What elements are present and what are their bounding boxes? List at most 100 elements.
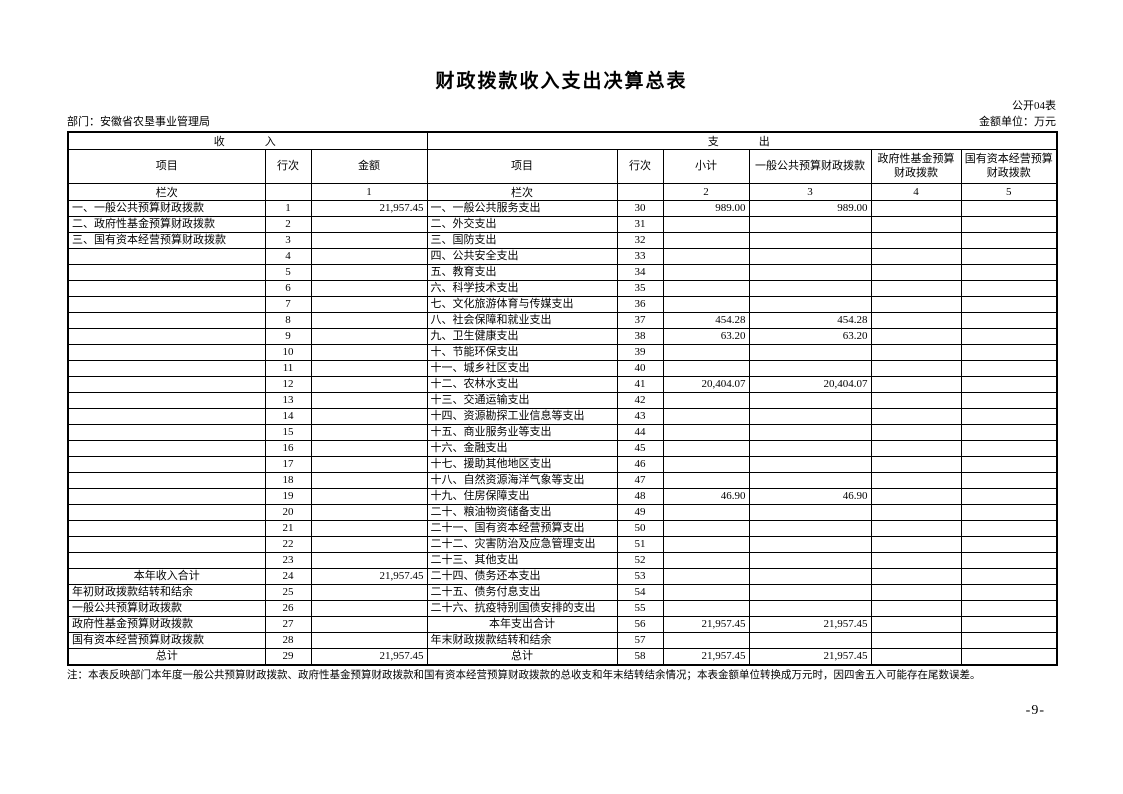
income-line-cell: 8 (264, 312, 312, 329)
expense-subtotal-cell (662, 568, 750, 585)
income-item-cell: 本年收入合计 (67, 568, 266, 585)
income-line-cell: 21 (264, 520, 312, 537)
income-amount-cell (310, 488, 428, 505)
income-item-cell: 政府性基金预算财政拨款 (67, 616, 266, 633)
income-item-cell (67, 296, 266, 313)
income-line-cell: 12 (264, 376, 312, 393)
expense-general-budget-cell (748, 472, 872, 489)
expense-general-budget-cell (748, 232, 872, 249)
expense-subtotal-cell (662, 296, 750, 313)
income-item-cell (67, 360, 266, 377)
expense-state-capital-cell (960, 456, 1058, 473)
income-amount-cell (310, 600, 428, 617)
expense-state-capital-cell (960, 568, 1058, 585)
expense-general-budget-cell: 21,957.45 (748, 616, 872, 633)
expense-state-capital-cell (960, 376, 1058, 393)
expense-line-cell: 30 (616, 200, 664, 217)
expense-subtotal-cell: 20,404.07 (662, 376, 750, 393)
table-row: 14 十四、资源勘探工业信息等支出 43 (67, 408, 1058, 425)
expense-subtotal-cell (662, 216, 750, 233)
expense-index-item: 栏次 (426, 183, 618, 201)
expense-gov-fund-cell (870, 200, 962, 217)
expense-section-header: 支 出 (426, 131, 1058, 150)
expense-index-line (616, 183, 664, 201)
income-line-cell: 25 (264, 584, 312, 601)
income-item-cell (67, 520, 266, 537)
expense-general-budget-cell (748, 520, 872, 537)
expense-line-cell: 46 (616, 456, 664, 473)
table-row: 政府性基金预算财政拨款 27 本年支出合计 56 21,957.45 21,957.45 (67, 616, 1058, 633)
expense-general-budget-cell (748, 392, 872, 409)
expense-state-capital-cell (960, 392, 1058, 409)
table-body: 一、一般公共预算财政拨款 1 21,957.45 一、一般公共服务支出 30 989.00… (67, 200, 1058, 665)
expense-state-capital-cell (960, 424, 1058, 441)
table-row: 三、国有资本经营预算财政拨款 3 三、国防支出 32 (67, 232, 1058, 249)
income-item-header: 项目 (67, 149, 266, 184)
expense-gov-fund-cell (870, 584, 962, 601)
expense-line-cell: 54 (616, 584, 664, 601)
expense-general-budget-cell (748, 504, 872, 521)
expense-item-cell: 二十四、债务还本支出 (426, 568, 618, 585)
expense-item-cell: 十一、城乡社区支出 (426, 360, 618, 377)
expense-item-cell: 二十六、抗疫特别国债安排的支出 (426, 600, 618, 617)
income-amount-cell (310, 408, 428, 425)
table-row: 18 十八、自然资源海洋气象等支出 47 (67, 472, 1058, 489)
income-amount-cell (310, 376, 428, 393)
expense-subtotal-cell (662, 520, 750, 537)
expense-item-header: 项目 (426, 149, 618, 184)
income-section-header: 收 入 (67, 131, 428, 150)
expense-line-cell: 47 (616, 472, 664, 489)
expense-line-cell: 43 (616, 408, 664, 425)
income-amount-cell (310, 248, 428, 265)
table-row: 8 八、社会保障和就业支出 37 454.28 454.28 (67, 312, 1058, 329)
expense-gov-fund-cell (870, 312, 962, 329)
income-item-cell: 总计 (67, 648, 266, 665)
expense-line-cell: 55 (616, 600, 664, 617)
expense-subtotal-cell: 46.90 (662, 488, 750, 505)
expense-general-budget-cell: 20,404.07 (748, 376, 872, 393)
table-row: 13 十三、交通运输支出 42 (67, 392, 1058, 409)
table-row: 15 十五、商业服务业等支出 44 (67, 424, 1058, 441)
income-amount-cell (310, 344, 428, 361)
expense-general-budget-cell (748, 216, 872, 233)
expense-gov-fund-cell (870, 472, 962, 489)
expense-gov-fund-cell (870, 216, 962, 233)
income-index-amount: 1 (310, 183, 428, 201)
expense-state-capital-cell (960, 200, 1058, 217)
expense-state-capital-cell (960, 248, 1058, 265)
expense-subtotal-cell: 454.28 (662, 312, 750, 329)
expense-general-budget-cell (748, 600, 872, 617)
expense-item-cell: 十八、自然资源海洋气象等支出 (426, 472, 618, 489)
expense-subtotal-header: 小计 (662, 149, 750, 184)
expense-state-capital-cell (960, 440, 1058, 457)
expense-item-cell: 七、文化旅游体育与传媒支出 (426, 296, 618, 313)
table-row: 二、政府性基金预算财政拨款 2 二、外交支出 31 (67, 216, 1058, 233)
expense-general-budget-cell (748, 264, 872, 281)
budget-table: 收 入 支 出 项目 行次 金额 项目 行次 小计 一般公共预算财政拨款 政府性… (67, 131, 1059, 666)
expense-state-capital-header: 国有资本经营预算财政拨款 (960, 149, 1058, 184)
expense-index-gov-fund: 4 (870, 183, 962, 201)
expense-item-cell: 二十五、债务付息支出 (426, 584, 618, 601)
income-line-cell: 13 (264, 392, 312, 409)
table-row: 11 十一、城乡社区支出 40 (67, 360, 1058, 377)
income-item-cell (67, 312, 266, 329)
expense-line-cell: 57 (616, 632, 664, 649)
expense-general-budget-cell (748, 456, 872, 473)
income-item-cell (67, 344, 266, 361)
expense-item-cell: 二、外交支出 (426, 216, 618, 233)
expense-line-cell: 36 (616, 296, 664, 313)
income-amount-cell (310, 632, 428, 649)
expense-line-cell: 51 (616, 536, 664, 553)
income-line-cell: 27 (264, 616, 312, 633)
income-line-header: 行次 (264, 149, 312, 184)
income-line-cell: 15 (264, 424, 312, 441)
table-row: 16 十六、金融支出 45 (67, 440, 1058, 457)
income-item-cell: 三、国有资本经营预算财政拨款 (67, 232, 266, 249)
income-line-cell: 22 (264, 536, 312, 553)
expense-gov-fund-cell (870, 264, 962, 281)
table-row: 本年收入合计 24 21,957.45 二十四、债务还本支出 53 (67, 568, 1058, 585)
income-line-cell: 23 (264, 552, 312, 569)
income-item-cell (67, 328, 266, 345)
table-row: 20 二十、粮油物资储备支出 49 (67, 504, 1058, 521)
expense-item-cell: 十九、住房保障支出 (426, 488, 618, 505)
